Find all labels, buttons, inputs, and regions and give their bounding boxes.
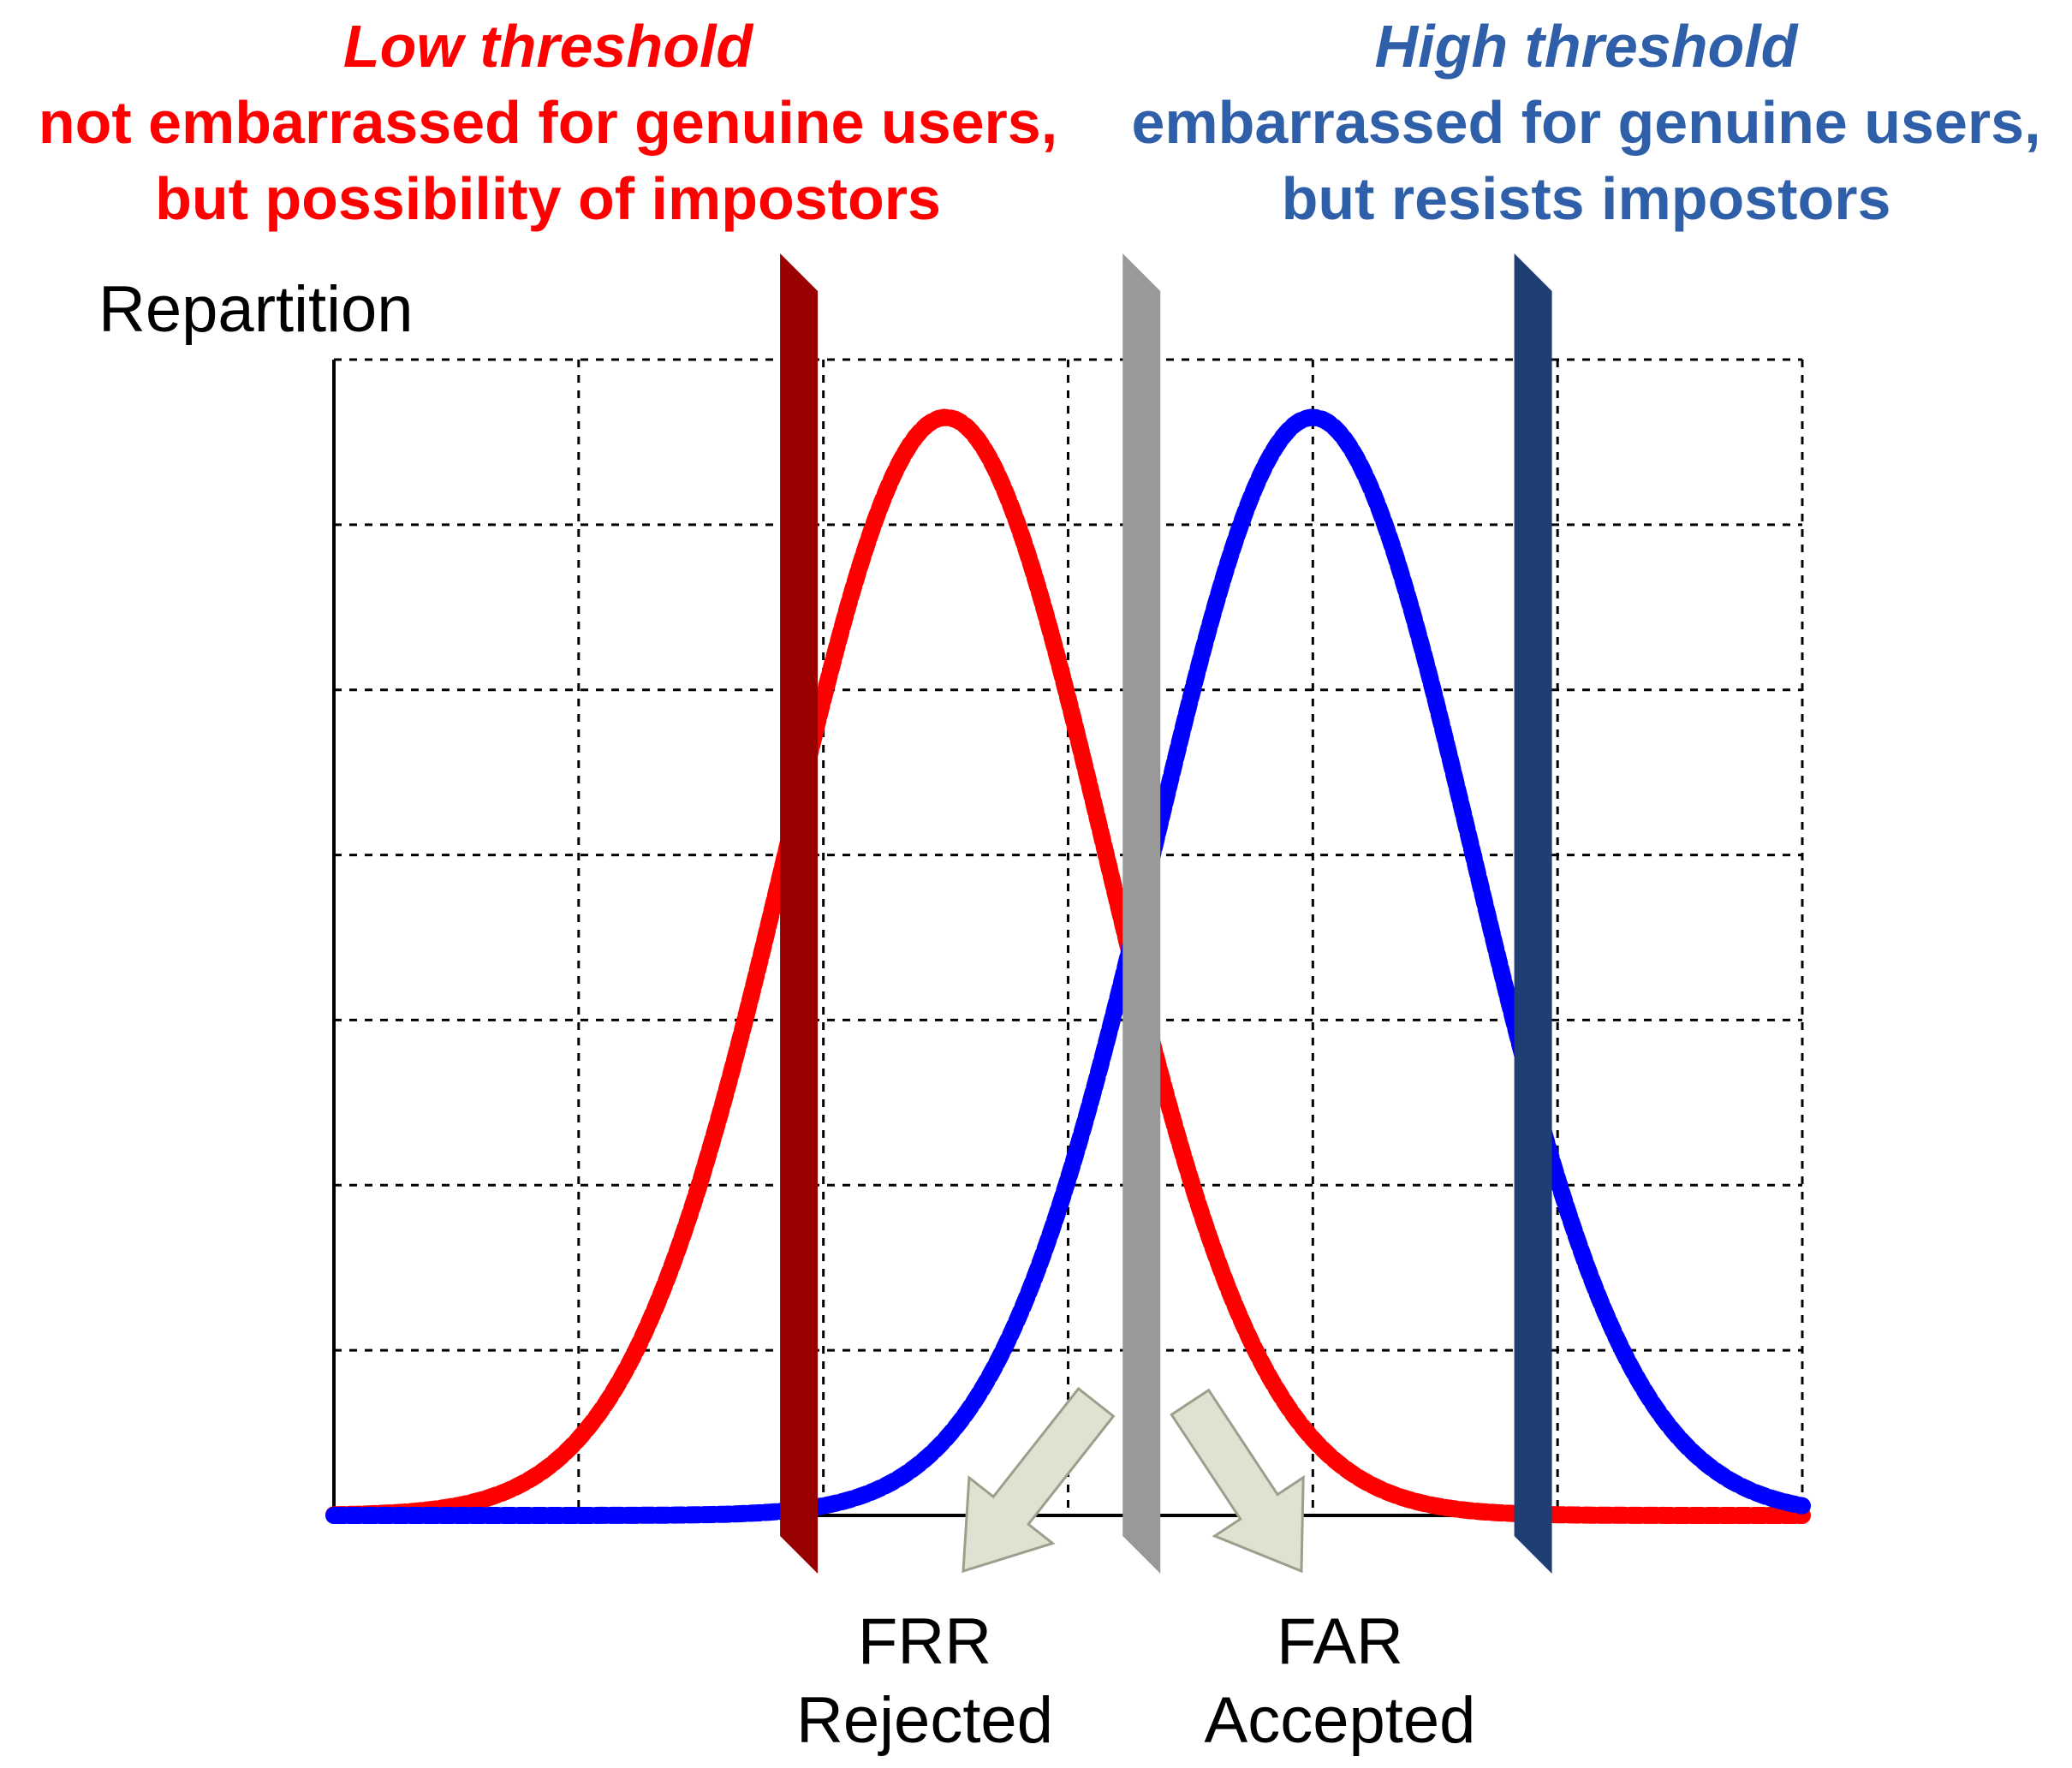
grid (334, 358, 1804, 1515)
series-1 (325, 408, 1811, 1524)
y-axis-label: Repartition (98, 273, 414, 346)
arrows (962, 1386, 1305, 1574)
threshold-bar-3 (1514, 253, 1552, 1574)
far-arrow (1170, 1388, 1305, 1574)
high-threshold-line-2: but resists impostors (1281, 165, 1891, 232)
far-label: FAR Accepted (1160, 1603, 1520, 1760)
low-threshold-line-1: not embarrassed for genuine users, (38, 89, 1058, 156)
low-threshold-heading: Low threshold (342, 13, 753, 80)
far-meaning: Accepted (1204, 1684, 1476, 1757)
thresholds (780, 253, 1552, 1574)
far-acronym: FAR (1277, 1605, 1403, 1678)
low-threshold-caption: Low threshold not embarrassed for genuin… (0, 9, 1096, 237)
frr-label: FRR Rejected (745, 1603, 1104, 1760)
series-2-curve (325, 408, 1811, 1524)
series-2 (325, 408, 1811, 1524)
threshold-bar-1 (780, 253, 819, 1574)
high-threshold-caption: High threshold embarrassed for genuine u… (1100, 9, 2072, 237)
series (325, 408, 1811, 1524)
frr-meaning: Rejected (796, 1684, 1053, 1757)
series-1-curve (325, 408, 1811, 1524)
frr-acronym: FRR (857, 1605, 992, 1678)
low-threshold-line-2: but possibility of impostors (155, 165, 941, 232)
high-threshold-line-1: embarrassed for genuine users, (1131, 89, 2041, 156)
high-threshold-heading: High threshold (1374, 13, 1798, 80)
frr-arrow (962, 1386, 1116, 1574)
threshold-bar-2 (1122, 253, 1161, 1574)
